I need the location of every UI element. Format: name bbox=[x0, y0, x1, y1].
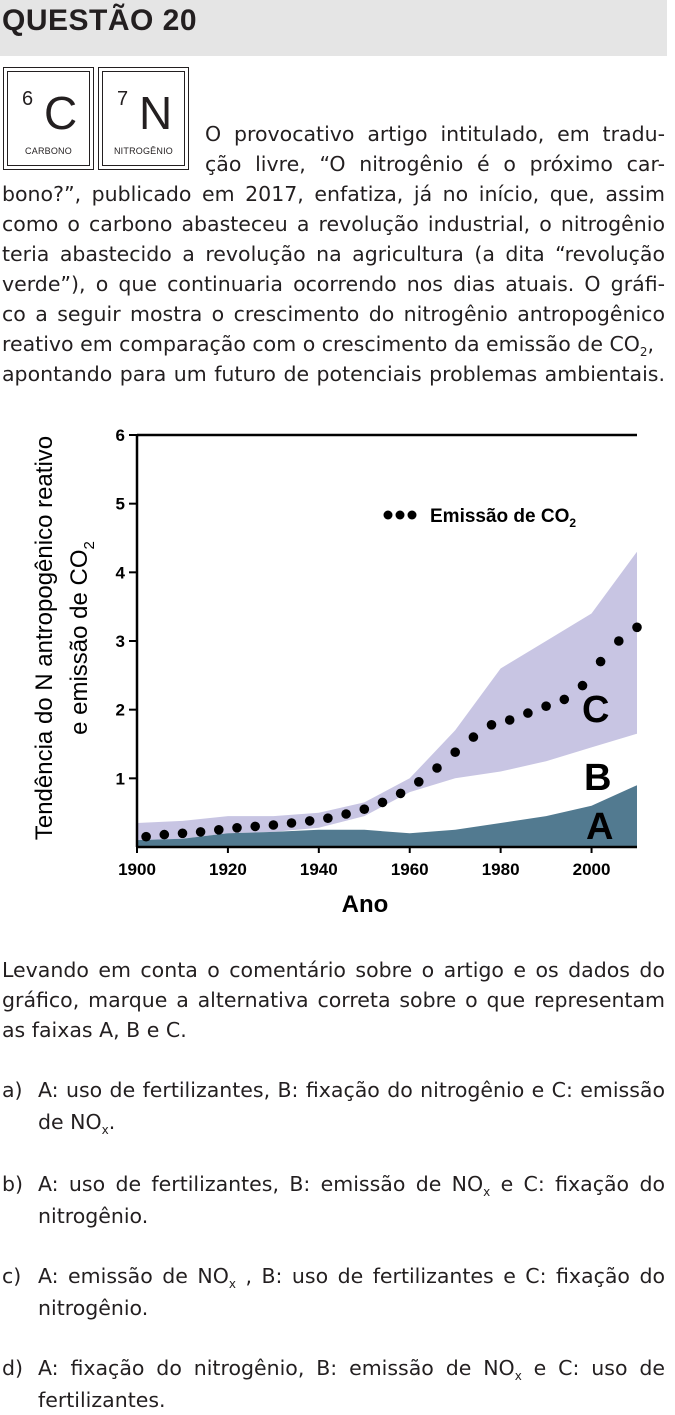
y-tick-label: 3 bbox=[116, 632, 125, 651]
element-symbol: N bbox=[139, 87, 173, 139]
paragraph-line: co a seguir mostra o crescimento do nitr… bbox=[2, 302, 665, 326]
question-title: QUESTÃO 20 bbox=[2, 4, 198, 37]
x-tick-label: 1960 bbox=[391, 860, 429, 879]
y-ticks: 1 2 3 4 5 6 bbox=[116, 426, 137, 788]
legend-dot bbox=[395, 510, 405, 520]
y-tick-label: 1 bbox=[116, 769, 125, 788]
co2-point bbox=[450, 747, 461, 757]
x-tick-label: 1920 bbox=[209, 860, 247, 879]
co2-point bbox=[395, 788, 406, 799]
y-tick-label: 4 bbox=[116, 563, 126, 582]
option-text: A: uso de fertilizantes, B: fixação do n… bbox=[38, 1078, 665, 1102]
co2-point bbox=[614, 636, 624, 646]
legend-label: Emissão de CO2 bbox=[430, 506, 576, 530]
option-letter: a) bbox=[2, 1078, 23, 1102]
x-tick-label: 1980 bbox=[482, 860, 520, 879]
option-letter: c) bbox=[2, 1264, 22, 1288]
x-axis-label: Ano bbox=[342, 891, 389, 918]
paragraph-line: como o carbono abasteceu a revolução ind… bbox=[2, 212, 665, 236]
co2-point bbox=[232, 823, 242, 833]
y-tick-label: 2 bbox=[116, 701, 125, 720]
band-c-area bbox=[137, 551, 637, 841]
paragraph-line: apontando para um futuro de potenciais p… bbox=[2, 362, 665, 386]
paragraph-line: teria abastecido a revolução na agricult… bbox=[2, 242, 665, 266]
co2-dot-series bbox=[141, 622, 642, 842]
co2-point bbox=[414, 777, 424, 787]
co2-point bbox=[541, 701, 551, 711]
co2-point bbox=[523, 708, 533, 718]
atomic-number: 7 bbox=[117, 88, 129, 110]
y-axis-label-line1: Tendência do N antropogênico reativo bbox=[31, 436, 58, 840]
paragraph-line: reativo em comparação com o crescimento … bbox=[2, 332, 655, 360]
prompt-line: as faixas A, B e C. bbox=[2, 1018, 187, 1042]
co2-point bbox=[504, 715, 515, 725]
co2-point bbox=[359, 804, 370, 814]
y-axis-label-line2: e emissão de CO2 bbox=[66, 541, 98, 735]
co2-point bbox=[468, 732, 479, 742]
co2-point bbox=[595, 656, 606, 667]
option-text: de NOx. bbox=[38, 1110, 116, 1138]
co2-point bbox=[195, 827, 206, 837]
co2-point bbox=[577, 680, 588, 691]
co2-point bbox=[632, 622, 642, 633]
chart-bands bbox=[137, 551, 637, 847]
co2-point bbox=[377, 797, 388, 808]
x-tick-label: 1900 bbox=[118, 860, 156, 879]
element-card-carbon: 6 C CARBONO bbox=[3, 67, 94, 170]
co2-point bbox=[250, 821, 260, 832]
element-symbol: C bbox=[44, 87, 78, 139]
co2-point bbox=[286, 818, 297, 828]
paragraph-line: ção livre, “O nitrogênio é o próximo car… bbox=[205, 152, 665, 176]
option-letter: b) bbox=[2, 1172, 24, 1196]
option-text: fertilizantes. bbox=[38, 1388, 166, 1412]
chart-svg: 1 2 3 4 5 6 1900 1920 1940 1960 1980 2000 Tendênci… bbox=[31, 426, 642, 918]
legend-dot bbox=[407, 510, 417, 520]
prompt-line: Levando em conta o comentário sobre o ar… bbox=[2, 958, 665, 982]
co2-point bbox=[304, 816, 315, 826]
x-tick-label: 1940 bbox=[300, 860, 338, 879]
band-a-area bbox=[137, 785, 637, 847]
option-text: A: uso de fertilizantes, B: emissão de N… bbox=[38, 1172, 665, 1200]
co2-point bbox=[214, 825, 224, 835]
co2-point bbox=[486, 720, 497, 730]
co2-point bbox=[341, 809, 351, 819]
band-label-a: A bbox=[586, 806, 613, 848]
paragraph-line: verde”), o que continuaria ocorrendo nos… bbox=[2, 272, 665, 296]
paragraph-line: bono?”, publicado em 2017, enfatiza, já … bbox=[2, 182, 665, 206]
paragraph-line: O provocativo artigo intitulado, em trad… bbox=[205, 122, 665, 146]
chart-legend: Emissão de CO2 bbox=[383, 506, 576, 530]
x-tick-label: 2000 bbox=[573, 860, 611, 879]
co2-point bbox=[432, 763, 442, 773]
prompt-line: gráfico, marque a alternativa correta so… bbox=[2, 988, 665, 1012]
y-tick-label: 5 bbox=[116, 495, 125, 514]
co2-point bbox=[177, 828, 188, 839]
x-ticks: 1900 1920 1940 1960 1980 2000 bbox=[118, 847, 610, 879]
band-label-c: C bbox=[582, 689, 609, 731]
atomic-number: 6 bbox=[22, 88, 34, 110]
legend-dot bbox=[383, 510, 393, 520]
co2-point bbox=[141, 831, 151, 842]
option-text: A: fixação do nitrogênio, B: emissão de … bbox=[38, 1356, 665, 1384]
element-name: NITROGÊNIO bbox=[113, 146, 173, 156]
band-label-b: B bbox=[584, 757, 611, 799]
co2-point bbox=[323, 813, 333, 823]
option-text: nitrogênio. bbox=[38, 1296, 149, 1320]
element-name: CARBONO bbox=[25, 146, 72, 156]
option-text: nitrogênio. bbox=[38, 1204, 149, 1228]
co2-point bbox=[268, 820, 279, 830]
option-letter: d) bbox=[2, 1356, 24, 1380]
option-text: A: emissão de NOx , B: uso de fertilizan… bbox=[38, 1264, 666, 1292]
co2-point bbox=[159, 829, 170, 840]
nitrogen-co2-chart: 1 2 3 4 5 6 1900 1920 1940 1960 1980 2000 Tendênci… bbox=[0, 400, 675, 930]
question-header: QUESTÃO 20 bbox=[0, 0, 667, 56]
element-card-nitrogen: 7 N NITROGÊNIO bbox=[98, 67, 189, 170]
y-tick-label: 6 bbox=[116, 426, 125, 445]
co2-point bbox=[559, 694, 570, 705]
